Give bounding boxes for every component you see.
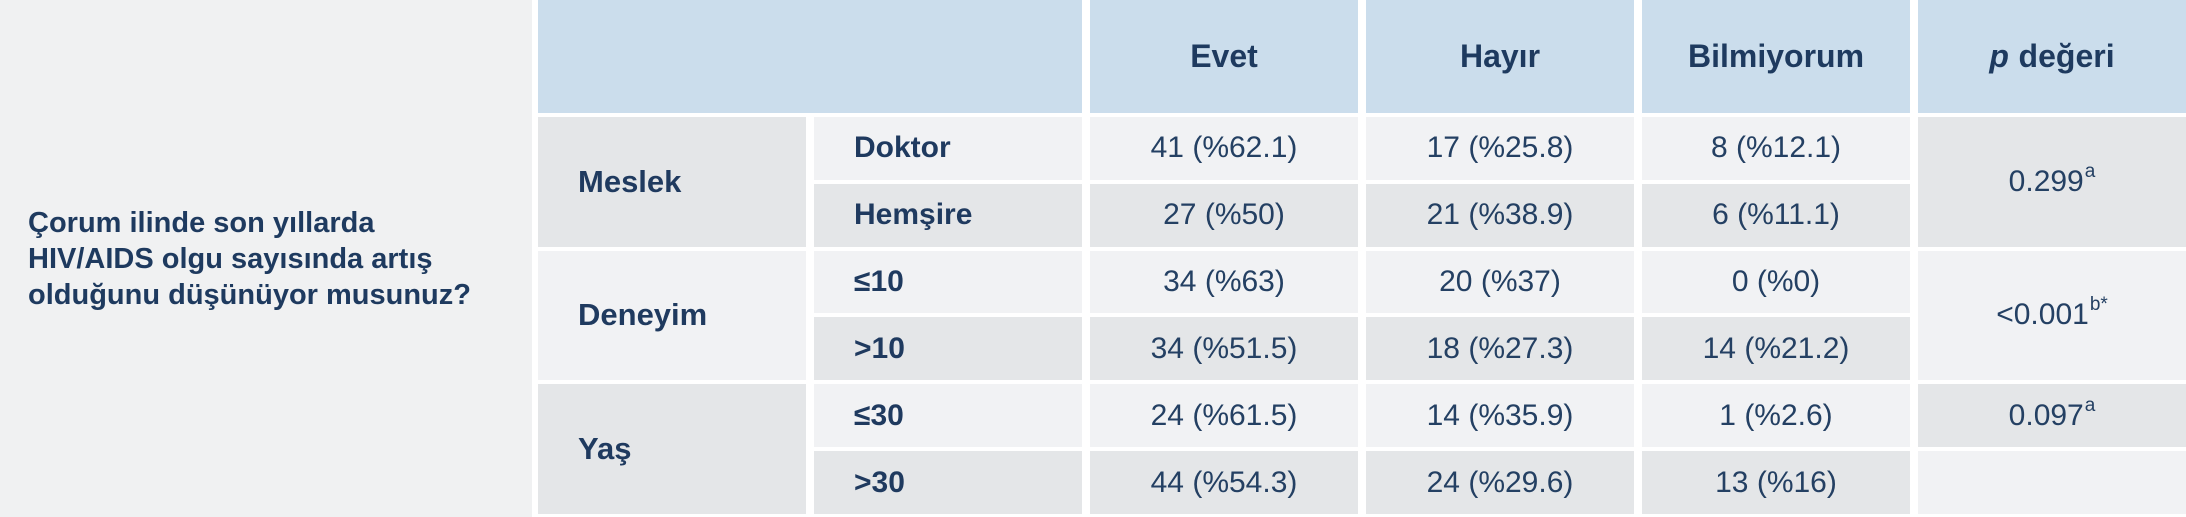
group-label-deneyim: Deneyim [538,250,806,381]
question-text-line: olduğunu düşünüyor musunuz? [28,278,471,311]
row-label-gt30: >30 [814,451,1082,514]
cell-doktor-hayir: 17 (%25.8) [1366,117,1634,180]
group-label-meslek: Meslek [538,117,806,247]
header-p-italic: p [1989,38,2009,74]
p-cell-meslek: 0.299 a [1918,117,2186,247]
p-value-meslek: 0.299 [2008,164,2084,198]
question-text-line: HIV/AIDS olgu sayısında artış [28,242,433,275]
row-label-lte10: ≤10 [814,250,1082,314]
p-cell-yas-empty [1918,451,2186,514]
cell-hemsire-hayir: 21 (%38.9) [1366,183,1634,247]
p-value-deneyim: <0.001 [1996,298,2089,332]
cell-doktor-bilmiyorum: 8 (%12.1) [1642,117,1910,180]
results-table: Evet Hayır Bilmiyorum p değeri Meslek Do… [538,0,2186,514]
header-evet: Evet [1090,0,1358,113]
cell-gt30-hayir: 24 (%29.6) [1366,451,1634,514]
cell-hemsire-bilmiyorum: 6 (%11.1) [1642,183,1910,247]
cell-lte30-evet: 24 (%61.5) [1090,384,1358,448]
p-superscript-deneyim: b* [2089,294,2108,316]
cell-gt30-bilmiyorum: 13 (%16) [1642,451,1910,514]
p-cell-deneyim: <0.001 b* [1918,250,2186,381]
cell-doktor-evet: 41 (%62.1) [1090,117,1358,180]
cell-lte30-hayir: 14 (%35.9) [1366,384,1634,448]
row-label-doktor: Doktor [814,117,1082,180]
row-label-lte30: ≤30 [814,384,1082,448]
group-label-yas: Yaş [538,384,806,514]
cell-gt10-evet: 34 (%51.5) [1090,317,1358,381]
header-p-value: p değeri [1918,0,2186,113]
p-cell-yas: 0.097 a [1918,384,2186,448]
cell-lte10-bilmiyorum: 0 (%0) [1642,250,1910,314]
cell-lte30-bilmiyorum: 1 (%2.6) [1642,384,1910,448]
row-label-hemsire: Hemşire [814,183,1082,247]
cell-lte10-hayir: 20 (%37) [1366,250,1634,314]
header-spacer-cell [538,0,1082,113]
header-p-rest: değeri [2018,38,2115,74]
cell-gt10-hayir: 18 (%27.3) [1366,317,1634,381]
question-panel: Çorum ilinde son yıllarda HIV/AIDS olgu … [0,0,532,517]
header-hayir: Hayır [1366,0,1634,113]
cell-gt30-evet: 44 (%54.3) [1090,451,1358,514]
cell-hemsire-evet: 27 (%50) [1090,183,1358,247]
p-value-yas: 0.097 [2008,398,2084,432]
row-label-gt10: >10 [814,317,1082,381]
cell-lte10-evet: 34 (%63) [1090,250,1358,314]
header-bilmiyorum: Bilmiyorum [1642,0,1910,113]
p-superscript-yas: a [2084,394,2096,416]
question-text-line: Çorum ilinde son yıllarda [28,206,375,239]
cell-gt10-bilmiyorum: 14 (%21.2) [1642,317,1910,381]
p-superscript-meslek: a [2084,160,2096,182]
